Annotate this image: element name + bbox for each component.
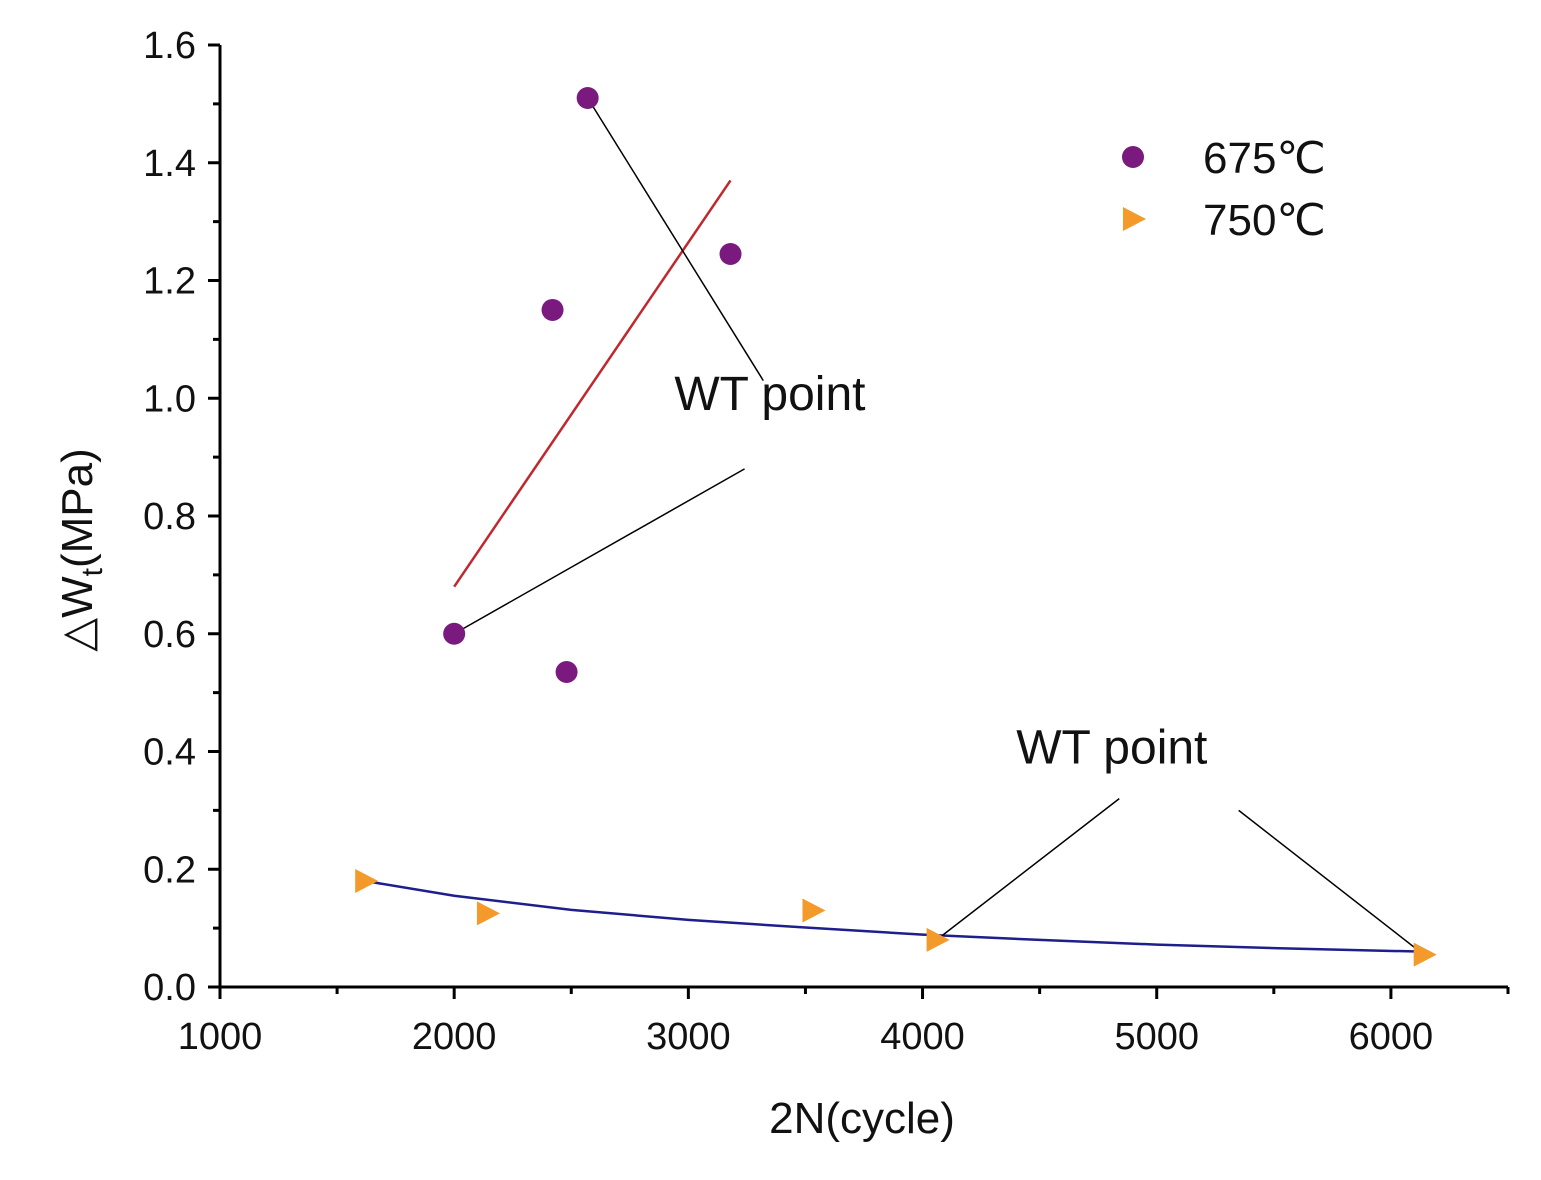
fit-line [453, 179, 732, 588]
data-point [576, 86, 599, 109]
annotations: WT point WT point [674, 368, 1207, 774]
y-tick-label: 0.2 [143, 849, 196, 891]
x-tick-label: 4000 [880, 1016, 965, 1058]
annotation-leader-line [587, 97, 764, 381]
data-point [476, 901, 500, 926]
y-tick-label: 0.8 [143, 496, 196, 538]
fit-lines [364, 179, 1424, 953]
y-axis-title-suffix: (MPa) [53, 448, 102, 568]
data-points [355, 86, 1437, 967]
data-point [555, 661, 578, 684]
data-point [719, 243, 742, 266]
data-point [926, 927, 950, 952]
fit-line [364, 879, 1424, 953]
annotation-label: WT point [1016, 721, 1207, 774]
y-tick-label: 1.6 [143, 25, 196, 67]
y-tick-label: 1.2 [143, 261, 196, 303]
legend-label: 750℃ [1203, 196, 1326, 245]
y-axis-title-prefix: △W [53, 576, 102, 652]
legend-marker [1123, 207, 1146, 231]
annotation-leader-line [453, 468, 745, 635]
y-axis-title: △Wt(MPa) [53, 448, 109, 652]
x-axis-title: 2N(cycle) [769, 1094, 955, 1143]
data-point [541, 298, 564, 321]
y-tick-label: 1.4 [143, 143, 196, 185]
legend: 675℃ 750℃ [1122, 134, 1326, 245]
legend-marker [1122, 146, 1144, 168]
data-point [355, 869, 379, 894]
x-tick-label: 1000 [178, 1016, 263, 1058]
x-tick-label: 2000 [412, 1016, 497, 1058]
annotation-leaders [453, 97, 1425, 956]
y-tick-label: 0.0 [143, 967, 196, 1009]
annotation-label: WT point [674, 368, 865, 421]
x-tick-label: 6000 [1349, 1016, 1434, 1058]
data-point [802, 898, 826, 923]
x-tick-label: 3000 [646, 1016, 731, 1058]
annotation-leader-line [936, 798, 1120, 941]
y-axis-title-subscript: t [76, 567, 109, 576]
annotation-leader-line [1238, 809, 1425, 956]
x-tick-label: 5000 [1114, 1016, 1199, 1058]
legend-label: 675℃ [1203, 134, 1326, 183]
y-tick-label: 0.4 [143, 732, 196, 774]
axes: 1000 2000 3000 4000 5000 6000 0.0 0.2 0.4 0.6 0.8 1… [143, 25, 1510, 1058]
data-point [443, 622, 466, 645]
data-point [1413, 942, 1437, 967]
y-tick-label: 0.6 [143, 614, 196, 656]
y-tick-label: 1.0 [143, 378, 196, 420]
